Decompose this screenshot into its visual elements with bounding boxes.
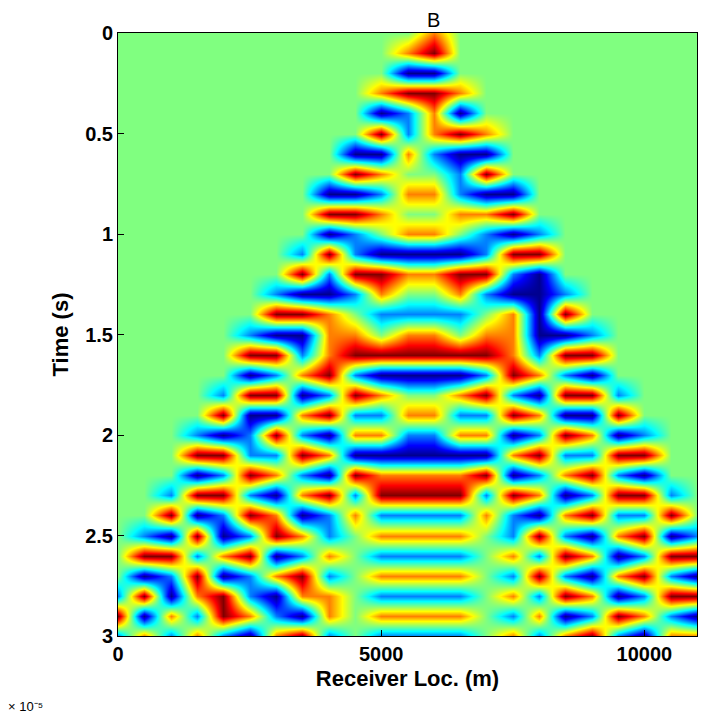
svg-text:0.5: 0.5: [85, 123, 113, 145]
svg-text:0: 0: [102, 22, 113, 44]
svg-text:5000: 5000: [359, 643, 404, 665]
svg-text:B: B: [427, 9, 440, 31]
svg-text:1.5: 1.5: [85, 324, 113, 346]
svg-text:2.5: 2.5: [85, 525, 113, 547]
svg-text:3: 3: [102, 625, 113, 647]
svg-text:Receiver Loc. (m): Receiver Loc. (m): [316, 666, 499, 691]
svg-text:0: 0: [112, 643, 123, 665]
svg-text:Time (s): Time (s): [48, 293, 73, 377]
svg-text:1: 1: [102, 223, 113, 245]
svg-text:10000: 10000: [617, 643, 673, 665]
svg-text:2: 2: [102, 424, 113, 446]
svg-text:× 10⁻⁵: × 10⁻⁵: [8, 699, 43, 714]
